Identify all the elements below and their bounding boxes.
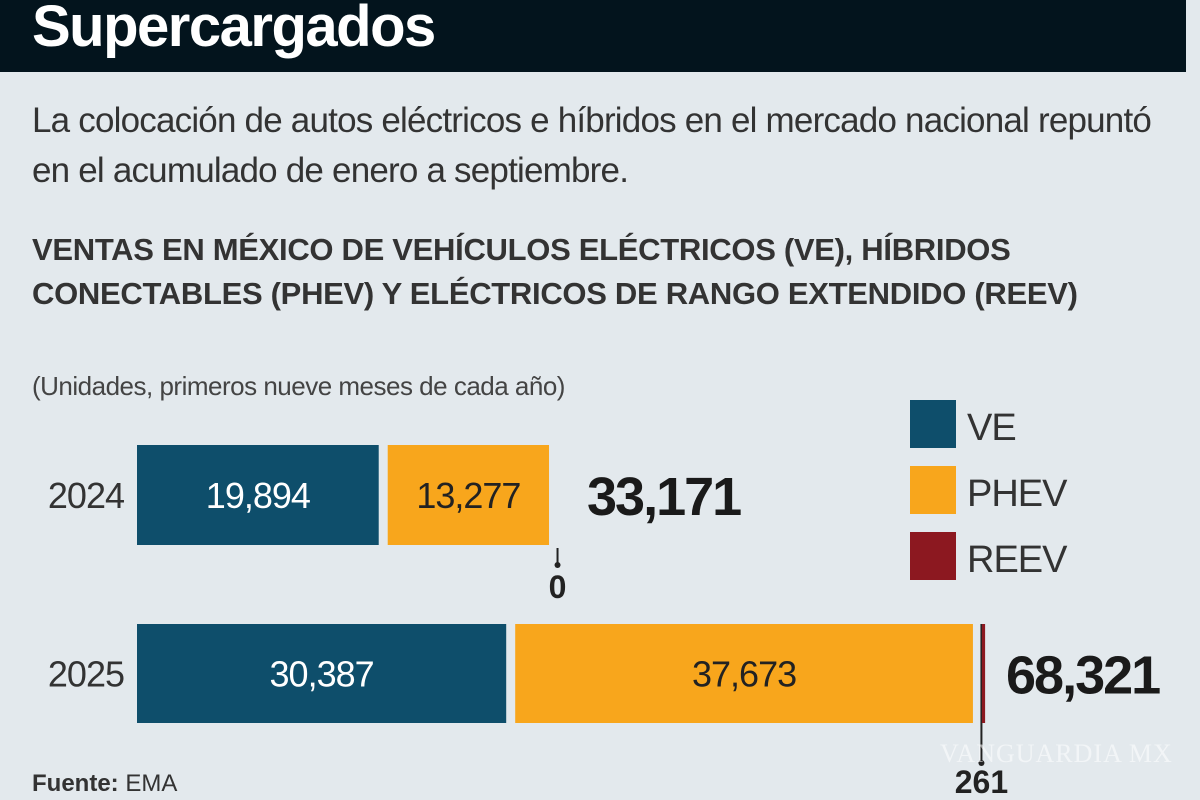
bar-value-label-phev-2025: 37,673 <box>692 654 796 695</box>
bar-reev-2025 <box>981 624 986 723</box>
bar-phev-2024 <box>387 445 550 545</box>
bar-phev-2025 <box>515 624 973 723</box>
legend-swatch-ve <box>910 400 956 448</box>
chart-title: VENTAS EN MÉXICO DE VEHÍCULOS ELÉCTRICOS… <box>32 232 1078 311</box>
legend-label-ve: VE <box>967 407 1016 449</box>
bar-ve-2025 <box>137 624 507 723</box>
source-label: Fuente: <box>32 770 119 797</box>
legend-label-phev: PHEV <box>967 473 1068 515</box>
bar-value-label-ve-2024: 19,894 <box>206 475 310 516</box>
bar-value-label-phev-2024: 13,277 <box>416 475 520 516</box>
intro-text: La colocación de autos eléctricos e híbr… <box>32 101 1152 190</box>
reev-value-label-2025: 261 <box>955 764 1008 800</box>
watermark: VANGUARDIA MX <box>940 739 1173 768</box>
chart-subtitle: (Unidades, primeros nueve meses de cada … <box>32 371 565 401</box>
source-value: EMA <box>125 770 178 797</box>
header-band: Supercargados <box>0 0 1186 72</box>
page-title: Supercargados <box>32 0 436 59</box>
bar-value-label-ve-2025: 30,387 <box>270 654 374 695</box>
legend-label-reev: REEV <box>967 539 1068 581</box>
legend-swatch-reev <box>910 532 956 580</box>
category-label-2025: 2025 <box>48 654 124 695</box>
total-label-2025: 68,321 <box>1006 646 1160 706</box>
reev-value-label-2024: 0 <box>549 569 567 605</box>
source-note: Fuente: EMA <box>32 770 177 798</box>
category-label-2024: 2024 <box>48 475 124 516</box>
reev-dot-2024 <box>554 562 561 568</box>
reev-dot-2025 <box>978 760 985 766</box>
legend-swatch-phev <box>910 466 956 514</box>
total-label-2024: 33,171 <box>587 467 741 527</box>
bar-ve-2024 <box>137 445 379 545</box>
